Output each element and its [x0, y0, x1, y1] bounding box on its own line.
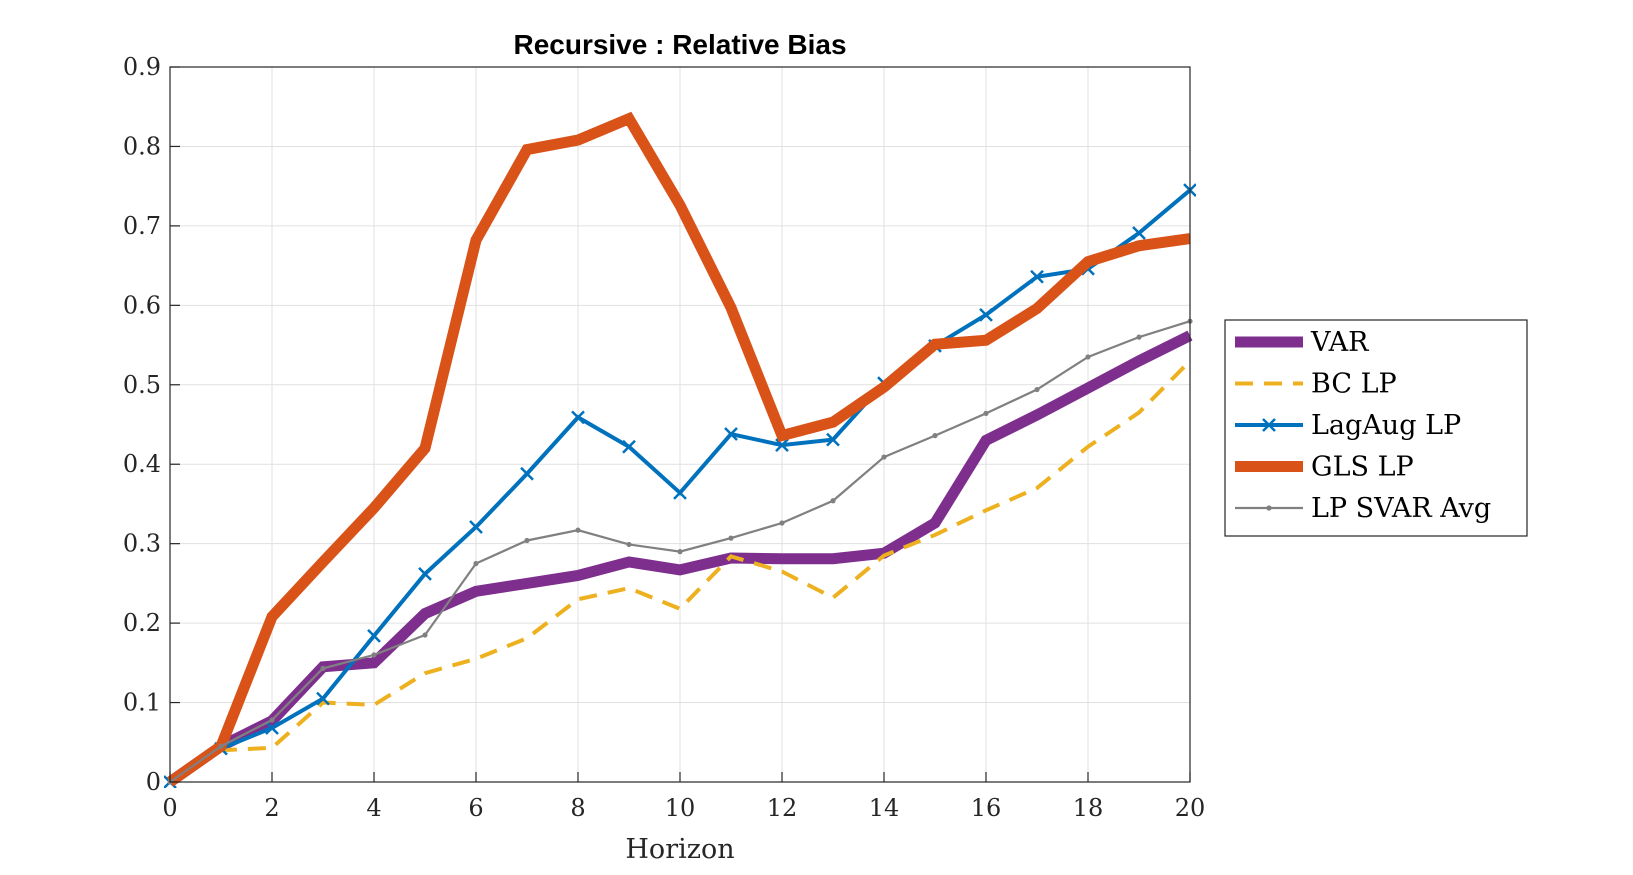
y-tick-label: 0.8	[123, 132, 161, 160]
legend-marker	[1262, 418, 1276, 432]
y-tick-label: 0.1	[123, 689, 161, 717]
data-point	[571, 410, 585, 425]
data-point	[775, 438, 789, 453]
series-layer	[164, 111, 1196, 788]
legend-label: VAR	[1310, 327, 1369, 358]
data-point	[422, 632, 428, 638]
x-axis-label: Horizon	[625, 834, 734, 865]
x-tick-label: 20	[1175, 794, 1206, 822]
data-point	[826, 432, 840, 447]
data-point	[371, 652, 377, 658]
legend: VAR BC LP LagAug LP GLS LP LP SVAR Avg	[1224, 319, 1528, 537]
y-tick-label: 0.2	[123, 609, 161, 637]
data-point	[1030, 269, 1044, 284]
data-point	[320, 665, 326, 671]
legend-label: BC LP	[1311, 369, 1397, 400]
data-point	[265, 721, 279, 735]
series-lagaug-lp	[164, 183, 1196, 788]
data-point	[673, 485, 687, 500]
legend-item: GLS LP	[1235, 452, 1414, 483]
y-tick-label: 0.4	[123, 450, 161, 478]
chart-title: Recursive : Relative Bias	[513, 29, 846, 60]
x-tick-label: 18	[1073, 794, 1104, 822]
legend-label: LP SVAR Avg	[1311, 493, 1491, 524]
series-lp-svar-avg	[167, 318, 1193, 785]
data-point	[1132, 226, 1146, 240]
data-point	[1085, 354, 1091, 360]
data-point	[881, 454, 887, 460]
data-point	[218, 743, 224, 749]
series-gls-lp	[166, 111, 1191, 787]
data-point	[932, 433, 938, 439]
data-point	[830, 498, 836, 504]
series-line	[168, 359, 1192, 784]
legend-box	[1224, 319, 1528, 537]
y-tick-label: 0.6	[123, 291, 161, 319]
data-point	[269, 717, 275, 723]
legend-item: VAR	[1235, 327, 1369, 358]
data-point	[724, 427, 738, 441]
data-point	[677, 549, 683, 555]
y-tick-label: 0.9	[123, 53, 161, 81]
legend-label: LagAug LP	[1311, 410, 1461, 441]
y-tick-label: 0.3	[123, 530, 161, 558]
legend-label: GLS LP	[1311, 452, 1414, 483]
y-tick-label: 0	[146, 768, 161, 796]
data-point	[983, 410, 989, 416]
x-tick-label: 12	[767, 794, 798, 822]
x-tick-label: 10	[665, 794, 696, 822]
data-point	[473, 560, 479, 567]
data-point	[979, 307, 993, 322]
data-point	[524, 537, 530, 544]
legend-item: BC LP	[1235, 369, 1397, 400]
series-line	[166, 330, 1193, 787]
data-point	[316, 691, 330, 706]
x-tick-label: 16	[971, 794, 1002, 822]
data-point	[779, 520, 785, 526]
data-point	[728, 535, 734, 541]
x-tick-label: 4	[366, 794, 381, 822]
x-tick-label: 14	[869, 794, 900, 822]
series-bc-lp	[168, 359, 1192, 784]
y-tick-label: 0.7	[123, 212, 161, 240]
data-point	[367, 628, 381, 643]
data-point	[469, 520, 483, 534]
data-point	[418, 566, 432, 581]
data-point	[1034, 386, 1040, 393]
legend-item: LagAug LP	[1235, 410, 1461, 441]
series-line	[166, 111, 1191, 787]
legend-item: LP SVAR Avg	[1235, 493, 1491, 524]
axis-ticks: 0 2 4 6 8 10 12 14 16 18 20 0 0.1 0.2 0.3 0.4 0.5 0.6 0.7 0…	[123, 53, 1205, 822]
y-tick-label: 0.5	[123, 371, 161, 399]
x-tick-label: 2	[264, 794, 279, 822]
data-point	[520, 466, 534, 481]
x-tick-label: 6	[468, 794, 483, 822]
data-point	[1136, 334, 1142, 340]
x-tick-label: 8	[570, 794, 585, 822]
legend-marker	[1266, 505, 1272, 511]
data-point	[626, 541, 632, 548]
data-point	[622, 439, 636, 454]
series-var	[166, 330, 1193, 787]
data-point	[575, 527, 581, 533]
x-tick-label: 0	[162, 794, 177, 822]
